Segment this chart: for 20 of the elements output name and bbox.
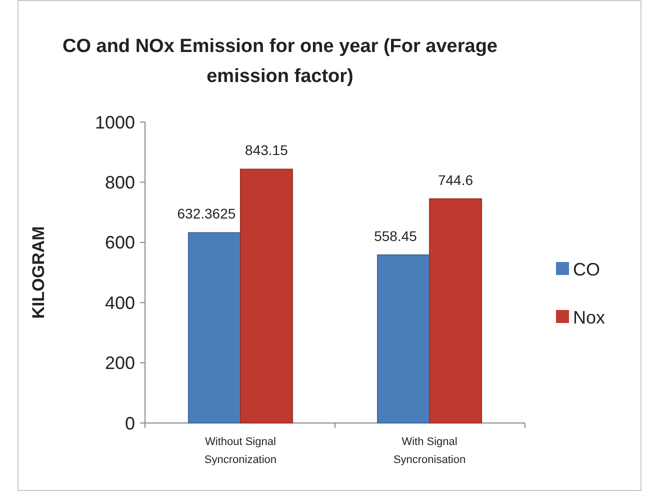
legend-label: CO xyxy=(573,259,600,280)
data-label: 843.15 xyxy=(245,142,288,158)
data-label: 632.3625 xyxy=(177,206,236,222)
legend-label: Nox xyxy=(573,307,606,328)
y-tick-label: 800 xyxy=(104,172,135,192)
y-tick-label: 400 xyxy=(104,292,135,313)
x-tick-label: Without Signal Syncronization xyxy=(204,436,277,466)
y-tick-label: 600 xyxy=(104,232,135,253)
x-tick-label: With Signal Syncronisation xyxy=(393,436,466,466)
y-tick-label: 1000 xyxy=(94,112,135,132)
bar xyxy=(429,198,482,424)
y-tick-label: 0 xyxy=(124,413,135,434)
chart-title: CO and NOx Emission for one year (For average emission factor) xyxy=(62,36,498,87)
bar xyxy=(188,232,241,424)
data-label: 558.45 xyxy=(374,228,418,244)
y-axis-title: KILOGRAM xyxy=(29,226,48,319)
y-tick-label: 200 xyxy=(104,353,135,374)
bar xyxy=(240,168,293,424)
bar xyxy=(377,254,430,424)
data-label: 744.6 xyxy=(438,172,474,188)
